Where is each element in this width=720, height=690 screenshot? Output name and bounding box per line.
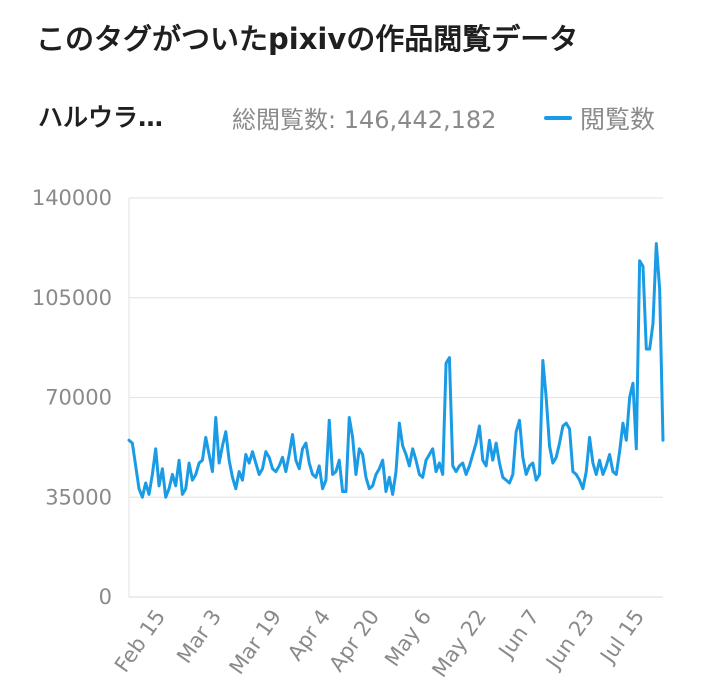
x-tick-label: Apr 20 <box>324 605 384 676</box>
x-tick-label: May 22 <box>427 605 491 682</box>
page-title: このタグがついたpixivの作品閲覧データ <box>36 22 579 56</box>
chart-legend[interactable]: 閲覧数 <box>544 100 655 136</box>
y-tick-label: 0 <box>99 585 112 609</box>
series-layer <box>127 242 665 499</box>
x-tick-label: Jul 15 <box>595 605 649 669</box>
x-tick-label: Apr 4 <box>283 605 335 665</box>
grid-lines <box>128 197 663 598</box>
x-tick-label: Mar 19 <box>225 605 287 679</box>
total-views: 総閲覧数: 146,442,182 <box>232 106 497 134</box>
legend-label: 閲覧数 <box>580 105 656 134</box>
x-tick-label: Jun 7 <box>493 605 544 664</box>
y-tick-label: 140000 <box>32 186 112 210</box>
y-tick-label: 35000 <box>45 485 112 509</box>
x-tick-label: Feb 15 <box>110 605 170 677</box>
y-tick-label: 105000 <box>32 286 112 310</box>
x-tick-label: Jun 23 <box>540 605 599 675</box>
tag-name[interactable]: ハルウラ… <box>38 103 164 132</box>
x-tick-label: May 6 <box>380 605 436 671</box>
y-tick-label: 70000 <box>45 386 112 410</box>
legend-swatch <box>544 116 572 120</box>
series-line <box>127 242 665 499</box>
x-tick-label: Mar 3 <box>172 605 226 668</box>
y-axis-ticks: 0 35000 70000 105000 140000 <box>32 186 112 609</box>
